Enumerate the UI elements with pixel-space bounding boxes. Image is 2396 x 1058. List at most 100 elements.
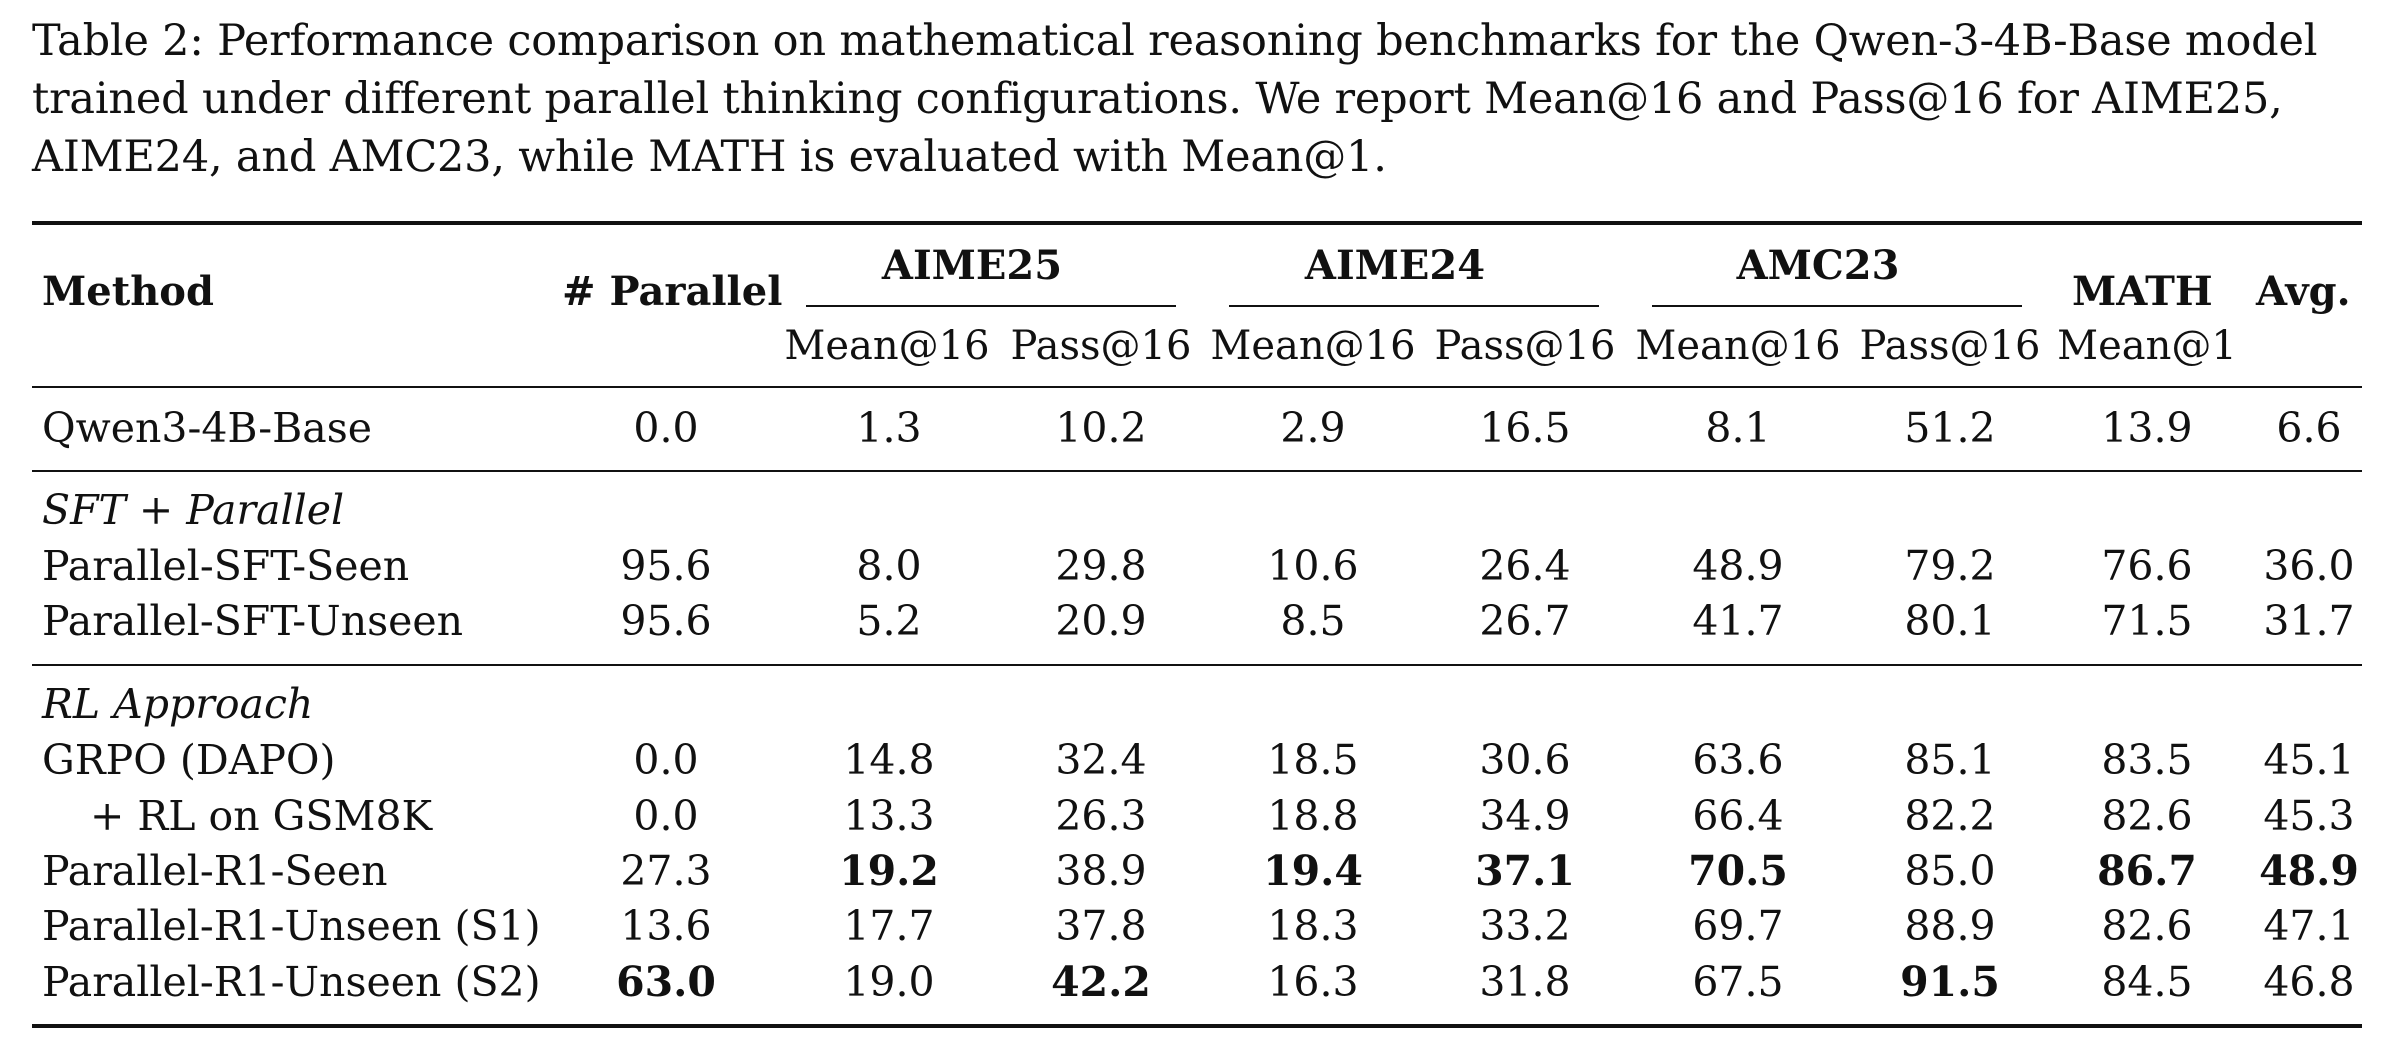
cell: 95.6 [620,542,712,590]
cell: 82.6 [2101,902,2193,950]
cell: 46.8 [2263,958,2355,1006]
row-method: Parallel-SFT-Seen [42,542,410,590]
cell: 31.8 [1479,958,1571,1006]
header-group-aime24: AIME24 [1304,242,1486,289]
subheader-amc23-mean: Mean@16 [1635,323,1841,369]
cell: 18.8 [1267,792,1359,840]
cell: 26.3 [1055,792,1147,840]
cell: 45.3 [2263,792,2355,840]
header-avg: Avg. [2256,268,2351,315]
header-method: Method [42,268,214,315]
cell-best: 63.0 [616,958,716,1006]
cell: 63.6 [1692,736,1784,784]
cell: 36.0 [2263,542,2355,590]
cell-best: 19.4 [1263,847,1363,895]
cell: 33.2 [1479,902,1571,950]
row-method: GRPO (DAPO) [42,736,336,784]
subheader-aime25-mean: Mean@16 [784,323,990,369]
group-rule-amc23 [1652,305,2022,307]
cell: 6.6 [2276,404,2342,452]
cell: 95.6 [620,597,712,645]
cell-best: 42.2 [1051,958,1151,1006]
cell: 8.0 [856,542,922,590]
cell: 37.8 [1055,902,1147,950]
cell: 8.5 [1280,597,1346,645]
cell: 85.1 [1904,736,1996,784]
cell: 13.6 [620,902,712,950]
subheader-aime24-pass: Pass@16 [1434,323,1616,369]
cell: 69.7 [1692,902,1784,950]
cell: 18.5 [1267,736,1359,784]
cell: 26.7 [1479,597,1571,645]
subheader-math-mean: Mean@1 [2057,323,2237,369]
section-rule-rl [32,664,2362,666]
cell: 19.0 [843,958,935,1006]
cell: 26.4 [1479,542,1571,590]
cell: 29.8 [1055,542,1147,590]
cell-best: 37.1 [1475,847,1575,895]
cell: 13.3 [843,792,935,840]
cell: 8.1 [1705,404,1771,452]
cell-best: 70.5 [1688,847,1788,895]
cell: 16.5 [1479,404,1571,452]
cell: 0.0 [633,736,699,784]
cell: 32.4 [1055,736,1147,784]
cell: 18.3 [1267,902,1359,950]
cell: 51.2 [1904,404,1996,452]
cell: 82.2 [1904,792,1996,840]
cell: 84.5 [2101,958,2193,1006]
cell: 31.7 [2263,597,2355,645]
cell: 85.0 [1904,847,1996,895]
section-title-sft: SFT + Parallel [42,486,345,534]
cell: 76.6 [2101,542,2193,590]
cell: 67.5 [1692,958,1784,1006]
cell: 88.9 [1904,902,1996,950]
header-group-aime25: AIME25 [881,242,1063,289]
cell: 20.9 [1055,597,1147,645]
cell: 1.3 [856,404,922,452]
subheader-aime25-pass: Pass@16 [1010,323,1192,369]
cell: 0.0 [633,792,699,840]
cell: 27.3 [620,847,712,895]
cell-best: 48.9 [2259,847,2359,895]
row-method: Parallel-R1-Unseen (S2) [42,958,541,1006]
cell: 10.6 [1267,542,1359,590]
row-method: Parallel-R1-Seen [42,847,388,895]
subheader-amc23-pass: Pass@16 [1859,323,2041,369]
top-rule [32,221,2362,225]
cell: 83.5 [2101,736,2193,784]
cell: 5.2 [856,597,922,645]
cell: 71.5 [2101,597,2193,645]
cell: 79.2 [1904,542,1996,590]
section-rule-sft [32,470,2362,472]
cell: 17.7 [843,902,935,950]
cell: 38.9 [1055,847,1147,895]
row-method-base: Qwen3-4B-Base [42,404,373,452]
cell: 13.9 [2101,404,2193,452]
row-method: + RL on GSM8K [90,792,433,840]
cell: 10.2 [1055,404,1147,452]
cell: 16.3 [1267,958,1359,1006]
group-rule-aime24 [1229,305,1599,307]
cell: 48.9 [1692,542,1784,590]
cell: 45.1 [2263,736,2355,784]
cell: 0.0 [633,404,699,452]
cell-best: 91.5 [1900,958,2000,1006]
cell: 14.8 [843,736,935,784]
row-method: Parallel-R1-Unseen (S1) [42,902,541,950]
header-parallel: # Parallel [562,268,783,315]
row-method: Parallel-SFT-Unseen [42,597,464,645]
cell: 34.9 [1479,792,1571,840]
header-math: MATH [2072,268,2213,315]
subheader-aime24-mean: Mean@16 [1210,323,1416,369]
header-group-amc23: AMC23 [1736,242,1900,289]
cell: 82.6 [2101,792,2193,840]
header-rule [32,386,2362,388]
cell: 30.6 [1479,736,1571,784]
cell: 41.7 [1692,597,1784,645]
cell: 66.4 [1692,792,1784,840]
table-caption: Table 2: Performance comparison on mathe… [32,16,2318,182]
cell-best: 86.7 [2097,847,2197,895]
cell: 80.1 [1904,597,1996,645]
cell: 47.1 [2263,902,2355,950]
